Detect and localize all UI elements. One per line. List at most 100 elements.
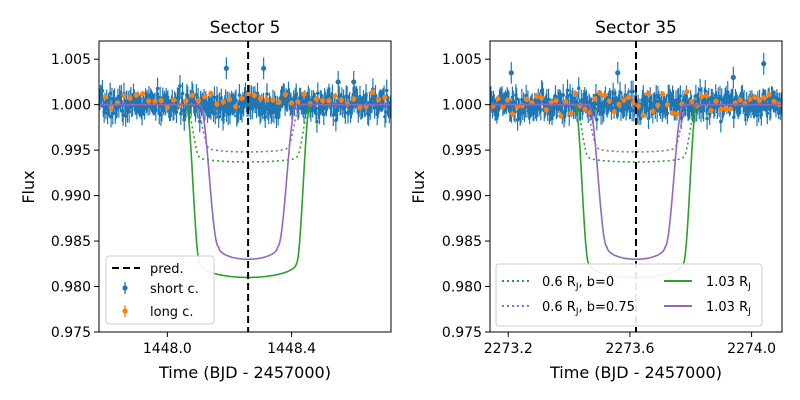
y-axis-ticks: 0.975 0.980 0.985 0.990 0.995 1.000 1.005 [442, 52, 490, 341]
long-cadence-point [152, 98, 158, 104]
long-cadence-point [369, 89, 375, 95]
short-cadence-point [112, 97, 117, 102]
legend: 0.6 RJ, b=0 0.6 RJ, b=0.75 1.03 RJ 1.03 … [495, 263, 763, 327]
short-cadence-point [155, 86, 160, 91]
short-cadence-point [694, 93, 698, 98]
long-cadence-point [582, 106, 588, 112]
long-cadence-point [170, 97, 177, 103]
x-tick-label: 2273.6 [605, 341, 654, 357]
legend-box [105, 255, 215, 325]
short-cadence-point [100, 89, 105, 93]
short-cadence-point [366, 113, 371, 117]
legend-label-purple-dotted: 0.6 RJ, b=0.75 [542, 300, 635, 317]
short-cadence-point [223, 65, 229, 71]
y-tick-label: 0.990 [442, 189, 482, 205]
axes-frame [98, 40, 392, 333]
long-cadence-point [214, 101, 220, 107]
long-cadence-point [592, 96, 598, 102]
long-cadence-point [121, 93, 127, 99]
long-cadence-point [301, 91, 307, 97]
short-cadence-point [355, 97, 360, 102]
legend-long-swatch [122, 308, 128, 314]
x-tick-label: 1448.4 [267, 341, 316, 357]
x-tick-label: 1448.0 [143, 341, 192, 357]
long-cadence-point [703, 93, 709, 99]
long-cadence-point [635, 103, 642, 109]
short-cadence-point [519, 110, 523, 115]
short-cadence-point [180, 91, 185, 96]
long-cadence-point [239, 95, 245, 101]
short-cadence-point [234, 98, 238, 103]
legend-box [495, 263, 763, 327]
long-cadence-point [640, 112, 646, 118]
long-cadence-point [495, 95, 501, 102]
short-cadence-point [194, 93, 199, 97]
long-cadence-point [684, 89, 690, 95]
short-cadence-point [345, 95, 349, 99]
y-tick-label: 0.980 [51, 280, 91, 296]
short-cadence-point [388, 105, 391, 110]
short-cadence-point [645, 99, 650, 103]
short-cadence-point [576, 86, 581, 91]
long-cadence-point [257, 95, 264, 101]
long-cadence-point [597, 90, 603, 96]
y-tick-label: 1.005 [442, 52, 482, 68]
short-cadence-point [565, 88, 570, 93]
panel-sector-35: 0.975 0.980 0.985 0.990 0.995 1.000 1.005 2273… [409, 18, 783, 382]
long-cadence-point [645, 90, 651, 97]
long-cadence-point [183, 98, 189, 104]
short-cadence-point [514, 96, 519, 101]
long-cadence-point [344, 101, 351, 107]
short-cadence-point [508, 70, 514, 76]
short-cadence-point [384, 88, 389, 93]
long-cadence-point [558, 113, 564, 119]
long-cadence-point [220, 99, 226, 105]
chart-title: Sector 5 [210, 18, 281, 38]
long-cadence-point [698, 93, 705, 100]
long-cadence-point [282, 91, 288, 98]
long-cadence-point [202, 94, 208, 100]
y-axis-label: Flux [409, 170, 428, 203]
long-cadence-point [332, 93, 338, 99]
long-cadence-point [761, 95, 768, 101]
short-cadence-point [237, 93, 242, 97]
short-cadence-point [358, 94, 362, 99]
short-cadence-point [261, 65, 267, 71]
y-tick-label: 0.985 [442, 234, 482, 250]
model-curve-solid-purple [490, 103, 782, 261]
y-tick-label: 0.990 [51, 189, 91, 205]
x-tick-label: 2274.0 [727, 341, 776, 357]
long-cadence-point [133, 92, 139, 98]
long-cadence-point [718, 106, 724, 112]
short-cadence-point [615, 70, 621, 76]
short-cadence-point [765, 111, 770, 116]
y-axis-ticks: 0.975 0.980 0.985 0.990 0.995 1.000 1.005 [51, 52, 99, 341]
short-cadence-point [160, 108, 164, 113]
long-cadence-point [195, 98, 202, 104]
long-cadence-point [723, 105, 729, 112]
long-cadence-point [351, 96, 357, 102]
legend-short-label: short c. [150, 282, 199, 297]
long-cadence-point [650, 108, 656, 114]
long-cadence-point [108, 105, 115, 111]
long-cadence-point [245, 91, 251, 97]
short-cadence-point [315, 91, 320, 96]
short-cadence-point [109, 114, 113, 119]
long-cadence-point [538, 95, 545, 101]
legend-label-green-dotted: 0.6 RJ, b=0 [542, 275, 614, 292]
long-cadence-point [621, 97, 627, 103]
short-cadence-point [595, 117, 599, 122]
long-cadence-point [660, 91, 666, 97]
short-cadence-point [719, 119, 723, 124]
long-cadence-point [500, 104, 506, 110]
x-axis-label: Time (BJD - 2457000) [158, 363, 331, 382]
short-cadence-point [178, 84, 182, 88]
long-cadence-point [514, 104, 520, 110]
short-cadence-point [718, 94, 722, 99]
short-cadence-point [618, 90, 622, 95]
long-cadence-point [553, 98, 559, 104]
long-cadence-point [669, 110, 675, 116]
long-cadence-point [357, 104, 363, 111]
long-cadence-point [264, 96, 270, 102]
